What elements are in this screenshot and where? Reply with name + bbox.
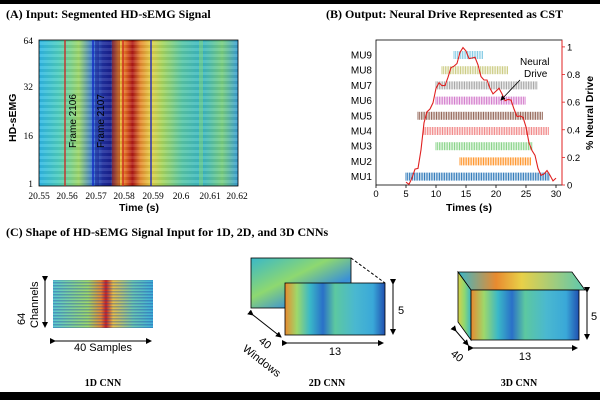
panel-a-x-ticks: 20.55 20.56 20.57 20.58 20.59 20.6 20.61… (28, 192, 248, 202)
frame-2106-label: Frame 2106 (68, 94, 79, 148)
mu-label-mu3: MU3 (351, 142, 373, 153)
x-tick: 20.57 (85, 192, 107, 202)
cnn1-samples-label: 40 Samples (74, 342, 133, 354)
x-tick: 20.55 (28, 192, 50, 202)
cnn2-windows-arrow (247, 309, 282, 338)
right-tick: 0.6 (567, 98, 580, 109)
cnn1-diagram: 64 Channels 40 Samples 1D CNN (16, 276, 153, 389)
neural-drive-annotation: Neural Drive (520, 57, 552, 80)
right-tick: 0.2 (567, 153, 580, 164)
neural-drive-line (405, 46, 557, 186)
x-tick: 20.62 (226, 192, 248, 202)
right-tick: 0.4 (567, 125, 580, 136)
cnn2-stack-dotted-line (350, 257, 386, 284)
cnn1-signal-stripes (53, 280, 153, 328)
panel-a-heatmap: Frame 2106 Frame 2107 (38, 39, 239, 187)
x-tick: 5 (403, 189, 408, 200)
mu-label-mu2: MU2 (351, 157, 373, 168)
spike-train-mu2 (459, 157, 532, 166)
panel-c-title: (C) Shape of HD-sEMG Signal Input for 1D… (6, 225, 328, 239)
cnn1-channels-label: Channels (29, 281, 41, 328)
heatmap-streak (112, 40, 120, 186)
annotation-arrow (500, 79, 521, 101)
mu-label-mu6: MU6 (351, 96, 373, 107)
cnn3-top-face (457, 271, 586, 291)
x-tick: 25 (521, 189, 532, 200)
spike-train-mu4 (423, 127, 549, 135)
bottom-border (0, 392, 600, 400)
right-tick: 0 (567, 181, 572, 192)
spike-trains (405, 51, 550, 181)
cnn3-dim-width: 13 (519, 351, 531, 363)
x-tick: 20.61 (199, 192, 221, 202)
spike-train-mu3 (435, 142, 533, 151)
right-tick: 0.8 (567, 70, 580, 81)
x-tick: 20 (491, 189, 502, 200)
x-tick: 30 (551, 189, 562, 200)
panel-b-xlabel: Times (s) (446, 202, 492, 214)
mu-label-mu4: MU4 (351, 127, 373, 138)
heatmap-streak (95, 40, 99, 186)
panel-a-ylabel: HD-sEMG (7, 94, 19, 142)
cnn3-depth-arrow (450, 325, 469, 346)
x-tick: 20.6 (173, 192, 190, 202)
cnn3-diagram: 5 13 40 3D CNN (448, 270, 597, 389)
x-tick: 20.59 (142, 192, 164, 202)
mu-labels: MU9 MU8 MU7 MU6 MU5 MU4 MU3 MU2 MU1 (351, 51, 373, 184)
spike-train-mu9 (453, 51, 484, 59)
heatmap-stripes (39, 40, 238, 186)
annotation-word: Neural (520, 57, 549, 68)
heatmap-streak (199, 40, 203, 186)
x-tick: 20.56 (56, 192, 78, 202)
mu-label-mu1: MU1 (351, 172, 373, 183)
frame-2107-label: Frame 2107 (96, 94, 107, 148)
cnn3-dim-height: 5 (591, 311, 597, 323)
panel-a-y-ticks: 64 32 16 1 (24, 37, 34, 190)
y-tick: 16 (24, 132, 34, 142)
cnn2-dim-width: 13 (329, 346, 341, 358)
panel-a-title: (A) Input: Segmented HD-sEMG Signal (6, 7, 211, 21)
x-tick: 0 (373, 189, 378, 200)
panel-b-right-ticks: 0 0.2 0.4 0.6 0.8 1 (562, 42, 580, 192)
cnn2-dim-windows: 40 (256, 335, 273, 352)
mu-label-mu5: MU5 (351, 111, 373, 122)
top-border (0, 0, 600, 4)
cnn1-dim-channels: 64 (16, 313, 28, 325)
panel-a-xlabel: Time (s) (119, 202, 159, 214)
cnn2-dim-height: 5 (398, 305, 404, 317)
cnn1-caption: 1D CNN (85, 378, 122, 389)
x-tick: 10 (431, 189, 442, 200)
panel-b-ylabel-right: % Neural Drive (584, 76, 596, 150)
annotation-word: Drive (524, 69, 548, 80)
x-tick: 15 (461, 189, 472, 200)
spike-train-mu1 (405, 172, 550, 181)
heatmap-frame (38, 39, 239, 187)
cnn2-diagram: 5 13 40 Windows 2D CNN (240, 257, 404, 389)
spike-train-mu6 (435, 96, 526, 105)
mu-label-mu9: MU9 (351, 51, 373, 62)
right-tick: 1 (567, 42, 572, 53)
mu-label-mu8: MU8 (351, 66, 373, 77)
cnn3-dim-depth: 40 (448, 348, 465, 365)
mu-label-mu7: MU7 (351, 81, 373, 92)
x-tick: 20.58 (113, 192, 135, 202)
panel-b-x-ticks: 0 5 10 15 20 25 30 (373, 185, 561, 200)
cnn2-caption: 2D CNN (309, 378, 346, 389)
cnn3-caption: 3D CNN (501, 378, 538, 389)
cnn2-front-window (284, 282, 386, 336)
y-tick: 1 (28, 180, 33, 190)
y-tick: 64 (24, 37, 34, 47)
spike-train-mu7 (435, 81, 538, 90)
cnn3-front-face (470, 289, 580, 341)
y-tick: 32 (24, 83, 34, 93)
panel-b-title: (B) Output: Neural Drive Represented as … (326, 7, 563, 21)
